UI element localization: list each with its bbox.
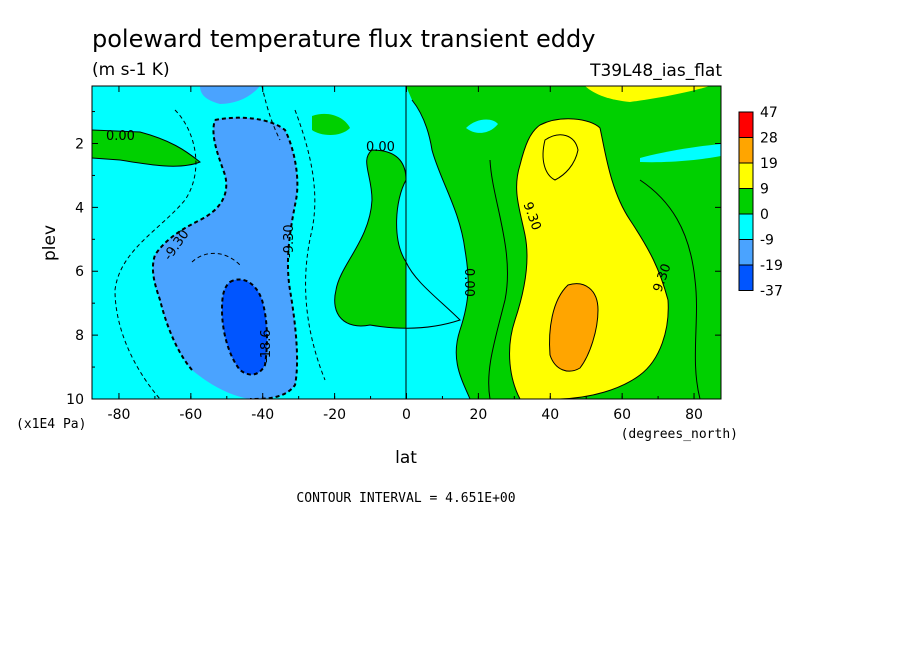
fill-band-19-28 <box>549 283 598 372</box>
contour-label: 0.00 <box>366 140 395 155</box>
y-tick-label: 2 <box>75 136 84 152</box>
x-axis: -80 -60 -40 -20 0 20 40 60 80 <box>108 86 703 423</box>
colorbar-level-label: 47 <box>760 105 778 121</box>
chart-title: poleward temperature flux transient eddy <box>92 25 595 53</box>
fill-band-top-right <box>585 86 710 102</box>
contour-lines-negative <box>114 86 326 399</box>
contour-thin-nh2 <box>639 179 701 399</box>
contour-zero-nh <box>411 99 471 399</box>
contour-fill-layer: 0.00 0.00 -9.30 -9.30 -18.6 0.00 9.30 9.… <box>92 86 721 399</box>
contour-interval-text: CONTOUR INTERVAL = 4.651E+00 <box>296 491 515 506</box>
fill-band-9-19 <box>509 118 669 399</box>
colorbar-swatch <box>738 239 754 266</box>
colorbar-level-label: 19 <box>760 156 778 172</box>
contour-neg-thin1 <box>114 109 197 399</box>
colorbar-swatch <box>738 111 754 138</box>
x-tick-label: -20 <box>323 407 346 423</box>
colorbar-swatch <box>738 162 754 189</box>
dataset-label: T39L48_ias_flat <box>589 61 722 81</box>
contour-lines <box>92 86 701 399</box>
x-axis-units: (degrees_north) <box>621 427 738 442</box>
contour-neg19-sh <box>220 278 268 376</box>
fill-band-top-left <box>200 86 260 104</box>
contour-neg9-sh <box>151 116 299 399</box>
contour-neg-thin2 <box>294 109 326 381</box>
contour-thin-nh1 <box>488 159 508 399</box>
contour-label: 0.00 <box>106 129 135 144</box>
contour-neg-thin3 <box>261 86 281 141</box>
fill-band-0-9-blob2 <box>92 130 200 167</box>
y-axis-units: (x1E4 Pa) <box>16 417 86 432</box>
contour-label: -18.6 <box>259 329 274 363</box>
x-tick-label: -60 <box>179 407 202 423</box>
fill-band-neg9-0-nh <box>406 86 470 399</box>
x-tick-label: -40 <box>251 407 274 423</box>
y-tick-label: 10 <box>66 392 84 408</box>
colorbar-level-label: 9 <box>760 182 769 198</box>
colorbar-swatch <box>738 188 754 215</box>
fill-band-neg37-neg19 <box>222 279 267 375</box>
y-tick-label: 6 <box>75 264 84 280</box>
contour-zero-lobe <box>334 149 461 329</box>
contour-thin-nh3 <box>542 134 579 181</box>
colorbar-level-label: 28 <box>760 131 778 147</box>
x-tick-label: 0 <box>402 407 411 423</box>
contour-9-nh <box>509 118 669 399</box>
colorbar-legend: 47 28 19 9 0 -9 -19 -37 <box>738 105 783 300</box>
colorbar-level-label: -9 <box>760 233 774 249</box>
contour-label: -9.30 <box>282 224 297 258</box>
fill-band-neg9-0-blob <box>466 119 498 133</box>
x-tick-label: 60 <box>613 407 631 423</box>
colorbar-level-label: -19 <box>760 258 783 274</box>
contour-zero-left <box>92 129 201 167</box>
colorbar-level-label: 0 <box>760 207 769 223</box>
x-tick-label: 40 <box>541 407 559 423</box>
contour-label: 0.00 <box>461 268 476 297</box>
fill-band-0-9-blob1 <box>312 113 350 135</box>
colorbar-swatch <box>738 213 754 240</box>
y-tick-label: 4 <box>75 200 84 216</box>
colorbar-swatch <box>738 264 754 291</box>
x-tick-label: 80 <box>685 407 703 423</box>
y-tick-label: 8 <box>75 328 84 344</box>
x-tick-label: 20 <box>469 407 487 423</box>
y-axis-label: plev <box>40 225 60 261</box>
colorbar-level-label: -37 <box>760 284 783 300</box>
x-axis-label: lat <box>395 448 417 468</box>
colorbar-swatch <box>738 137 754 164</box>
units-label: (m s-1 K) <box>92 60 170 80</box>
contour-19-nh <box>549 283 599 372</box>
y-axis: 2 4 6 8 10 <box>66 111 721 408</box>
x-tick-label: -80 <box>108 407 131 423</box>
fill-band-neg9-0-blob-r <box>640 144 721 163</box>
